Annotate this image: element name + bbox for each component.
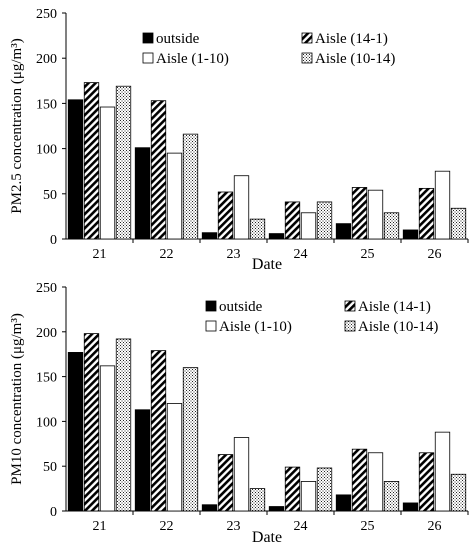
legend-swatch-solid — [142, 32, 154, 44]
bar-hatch-26 — [418, 452, 435, 512]
x-tick-label: 26 — [428, 247, 442, 262]
bar-solid-24 — [268, 233, 285, 240]
bar-empty-23 — [233, 175, 250, 240]
legend-label: Aisle (1-10) — [219, 319, 292, 335]
legend-swatch-dots — [344, 320, 356, 332]
bar-dots-23 — [249, 488, 266, 512]
x-tick-label: 22 — [160, 519, 174, 534]
bar-hatch-23 — [217, 454, 234, 512]
bar-solid-23 — [201, 504, 218, 512]
x-tick-label: 26 — [428, 519, 442, 534]
bar-solid-21 — [67, 352, 84, 512]
x-axis-label: Date — [252, 529, 282, 546]
legend-swatch-empty — [142, 52, 154, 64]
y-axis-label: PM10 concentration (μg/m³) — [9, 313, 25, 485]
y-tick-label: 50 — [43, 460, 57, 475]
y-tick-label: 250 — [36, 281, 57, 296]
bar-dots-22 — [182, 367, 199, 512]
bar-empty-26 — [434, 170, 451, 240]
legend-swatch-hatch — [344, 300, 356, 312]
x-tick-label: 24 — [294, 247, 308, 262]
bar-solid-24 — [268, 506, 285, 512]
y-tick-label: 200 — [36, 326, 57, 341]
bar-hatch-25 — [351, 187, 368, 240]
bar-empty-21 — [99, 365, 116, 512]
bar-hatch-21 — [83, 333, 100, 512]
y-tick-label: 0 — [50, 505, 57, 520]
bar-hatch-22 — [150, 350, 167, 512]
bar-empty-23 — [233, 437, 250, 512]
legend-swatch-hatch — [301, 32, 313, 44]
legend-label: Aisle (14-1) — [358, 299, 431, 315]
bar-hatch-21 — [83, 82, 100, 240]
bar-solid-25 — [335, 223, 352, 240]
legend-label: Aisle (14-1) — [315, 31, 388, 47]
x-tick-label: 24 — [294, 519, 308, 534]
bar-hatch-24 — [284, 201, 301, 240]
y-tick-label: 50 — [43, 188, 57, 203]
bar-dots-21 — [115, 85, 132, 240]
bar-empty-25 — [367, 452, 384, 512]
bar-dots-21 — [115, 338, 132, 512]
y-tick-label: 100 — [36, 415, 57, 430]
y-tick-label: 250 — [36, 7, 57, 22]
bar-hatch-22 — [150, 100, 167, 240]
bar-dots-25 — [383, 212, 400, 240]
bar-dots-23 — [249, 218, 266, 240]
bar-empty-22 — [166, 152, 183, 240]
bar-solid-22 — [134, 147, 151, 240]
bar-empty-24 — [300, 481, 317, 512]
y-axis-label: PM2.5 concentration (μg/m³) — [9, 38, 25, 213]
legend-label: Aisle (1-10) — [156, 51, 229, 67]
bar-solid-26 — [402, 229, 419, 240]
x-axis-label: Date — [252, 256, 282, 273]
pm25-chart: 0 50 100 150 200 250 PM2.5 concentration (μg/m… — [9, 7, 469, 273]
bar-solid-22 — [134, 409, 151, 512]
x-tick-label: 23 — [227, 519, 241, 534]
legend-swatch-dots — [301, 52, 313, 64]
x-tick-label: 23 — [227, 247, 241, 262]
y-tick-label: 100 — [36, 143, 57, 158]
y-tick-label: 150 — [36, 371, 57, 386]
bar-dots-22 — [182, 133, 199, 240]
bar-dots-26 — [450, 207, 467, 240]
bar-hatch-24 — [284, 466, 301, 512]
x-tick-label: 25 — [361, 519, 375, 534]
y-tick-label: 0 — [50, 233, 57, 248]
bar-solid-21 — [67, 99, 84, 240]
bar-empty-22 — [166, 403, 183, 512]
legend-swatch-solid — [205, 300, 217, 312]
bar-hatch-26 — [418, 187, 435, 240]
legend-label: Aisle (10-14) — [358, 319, 438, 335]
x-tick-label: 25 — [361, 247, 375, 262]
bar-solid-23 — [201, 232, 218, 240]
y-tick-label: 150 — [36, 97, 57, 112]
legend-label: Aisle (10-14) — [315, 51, 395, 67]
bar-empty-21 — [99, 106, 116, 240]
bar-hatch-25 — [351, 448, 368, 512]
bar-empty-25 — [367, 189, 384, 240]
bar-dots-26 — [450, 473, 467, 512]
legend-swatch-empty — [205, 320, 217, 332]
bar-dots-25 — [383, 481, 400, 512]
legend-label: outside — [156, 31, 200, 47]
bar-hatch-23 — [217, 191, 234, 240]
x-tick-label: 22 — [160, 247, 174, 262]
bar-empty-24 — [300, 212, 317, 240]
bar-dots-24 — [316, 201, 333, 240]
bar-dots-24 — [316, 467, 333, 512]
bar-solid-25 — [335, 494, 352, 512]
pm10-chart: 0 50 100 150 200 250 PM10 concentration (μg/m³… — [9, 281, 469, 546]
x-tick-label: 21 — [93, 519, 107, 534]
bar-solid-26 — [402, 502, 419, 512]
y-tick-label: 200 — [36, 52, 57, 67]
bar-empty-26 — [434, 431, 451, 512]
legend-label: outside — [219, 299, 263, 315]
x-tick-label: 21 — [93, 247, 107, 262]
